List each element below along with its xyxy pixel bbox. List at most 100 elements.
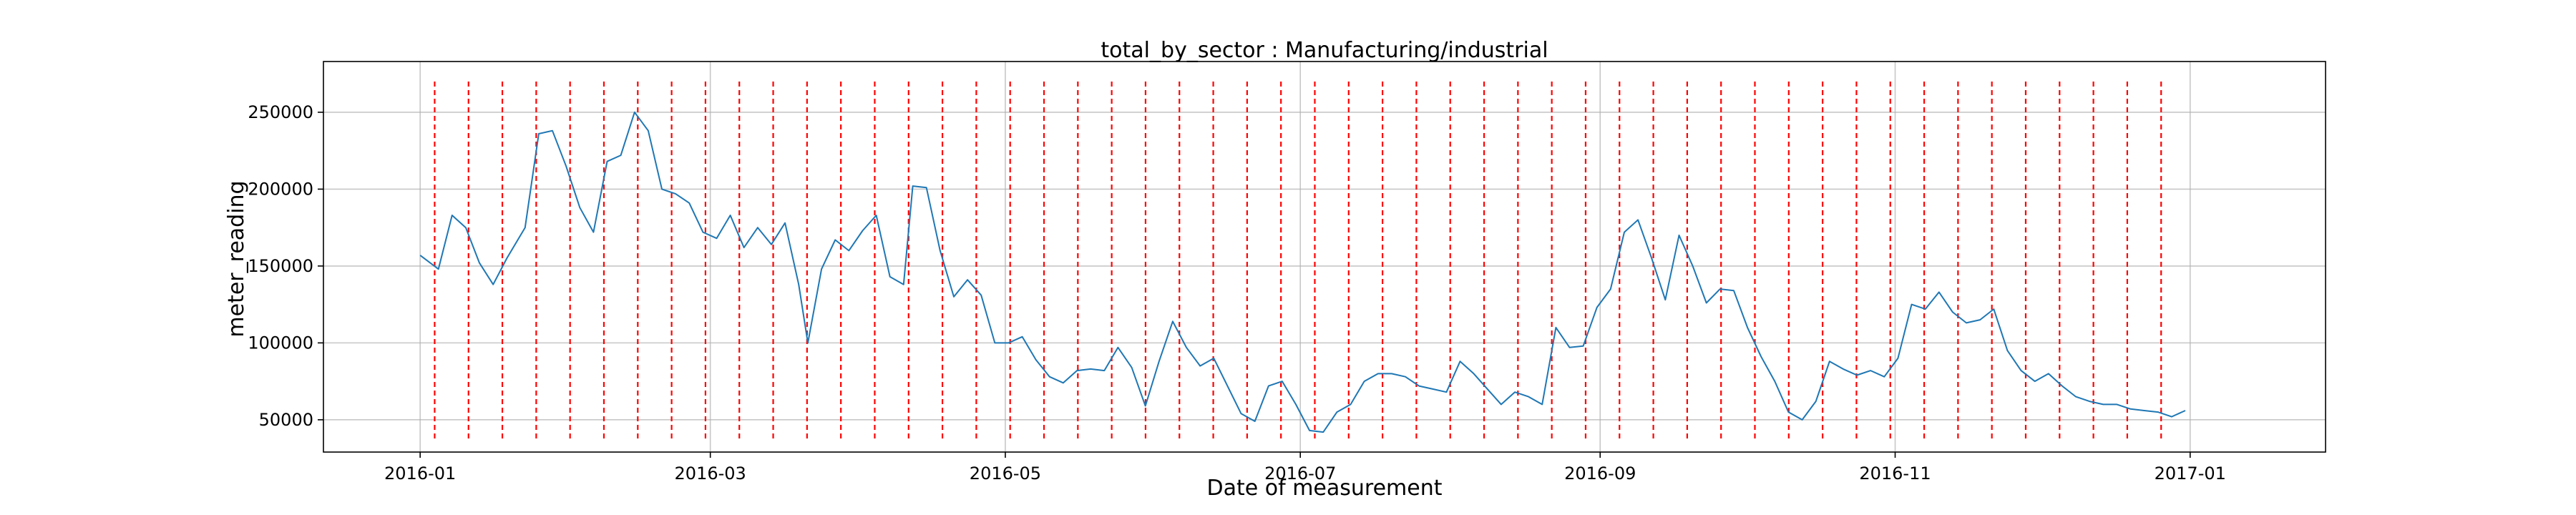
data-point [648,130,649,132]
y-tick-label: 250000 [248,102,313,122]
data-point [2007,350,2009,351]
data-point [771,244,772,245]
data-point [940,250,941,252]
event-lines [434,82,2162,439]
data-point [1665,299,1667,300]
data-point [1760,356,1762,358]
data-point [1802,419,1803,421]
data-point [1637,220,1639,221]
data-point [2171,416,2172,418]
y-tick-label: 100000 [248,333,313,353]
data-point [1076,370,1078,371]
data-point [2075,396,2077,398]
data-point [1528,396,1529,398]
data-point [1418,386,1420,387]
data-point [675,193,676,195]
data-point [1829,360,1830,362]
data-point [2062,386,2063,387]
data-point [1254,421,1256,422]
data-point [757,227,758,228]
data-point [849,250,850,252]
data-point [2089,401,2090,402]
data-point [980,295,982,296]
x-tick-label: 2016-05 [970,464,1041,484]
data-point [593,232,595,233]
data-point [1747,327,1748,328]
x-tick-label: 2016-11 [1859,464,1931,484]
data-point [1706,303,1707,304]
data-point [876,215,877,216]
x-tick-label: 2016-09 [1564,464,1636,484]
data-point [634,112,635,113]
data-point [1843,368,1844,370]
data-point [620,154,622,156]
data-point [1501,404,1502,406]
data-point [2103,404,2104,406]
data-point [1952,312,1953,313]
data-point [1979,319,1981,320]
data-point [1514,391,1516,393]
data-point [1241,413,1242,415]
data-point [1309,430,1310,431]
data-point [926,187,927,189]
x-tick-label: 2016-01 [384,464,456,484]
data-point [889,276,891,278]
data-point [1008,343,1010,344]
data-point [1815,401,1817,402]
data-point [525,227,526,228]
data-point [1364,381,1365,382]
data-point [1541,404,1543,406]
data-point [1938,292,1940,293]
data-point [2117,404,2118,406]
data-point [1692,265,1694,267]
data-point [2144,410,2145,411]
data-point [1295,404,1297,406]
data-point [1925,308,1926,310]
data-point [1733,290,1735,292]
data-point [1268,386,1269,387]
data-point [688,202,690,204]
data-point [1035,359,1037,360]
data-point [1090,368,1091,370]
x-tick-label: 2016-03 [675,464,746,484]
y-axis: 50000 100000 150000 200000 250000 [248,102,323,430]
data-point [565,165,567,167]
y-tick-label: 200000 [248,179,313,199]
data-point [1131,367,1133,368]
data-point [2021,370,2022,371]
data-point [912,185,914,187]
data-point [1870,370,1871,371]
data-point [1049,376,1050,378]
data-point [1158,360,1160,362]
data-point [1966,323,1967,324]
data-point [607,161,608,162]
data-point [1719,288,1721,290]
y-tick-label: 50000 [259,410,313,430]
data-point [1679,235,1680,236]
data-point [1186,347,1187,348]
data-point [1104,370,1106,371]
chart-title: total_by_sector : Manufacturing/industri… [1101,38,1548,63]
data-point [821,268,822,270]
data-point [2130,408,2132,410]
data-point [1651,258,1652,259]
data-point [2157,411,2159,413]
data-point [552,130,553,132]
data-point [1063,383,1064,384]
data-point [716,237,718,239]
data-point [1227,386,1229,387]
data-point [465,227,467,228]
data-point [784,222,786,224]
data-point [1337,411,1338,413]
data-point [1994,308,1995,310]
data-point [1433,388,1434,390]
data-point [479,263,480,264]
data-point [1350,404,1352,406]
x-axis-label: Date of measurement [1207,476,1443,501]
y-tick-label: 150000 [248,256,313,276]
data-point [703,232,704,233]
data-point [1898,358,1899,359]
plot-frame [323,61,2326,453]
data-point [507,258,508,259]
